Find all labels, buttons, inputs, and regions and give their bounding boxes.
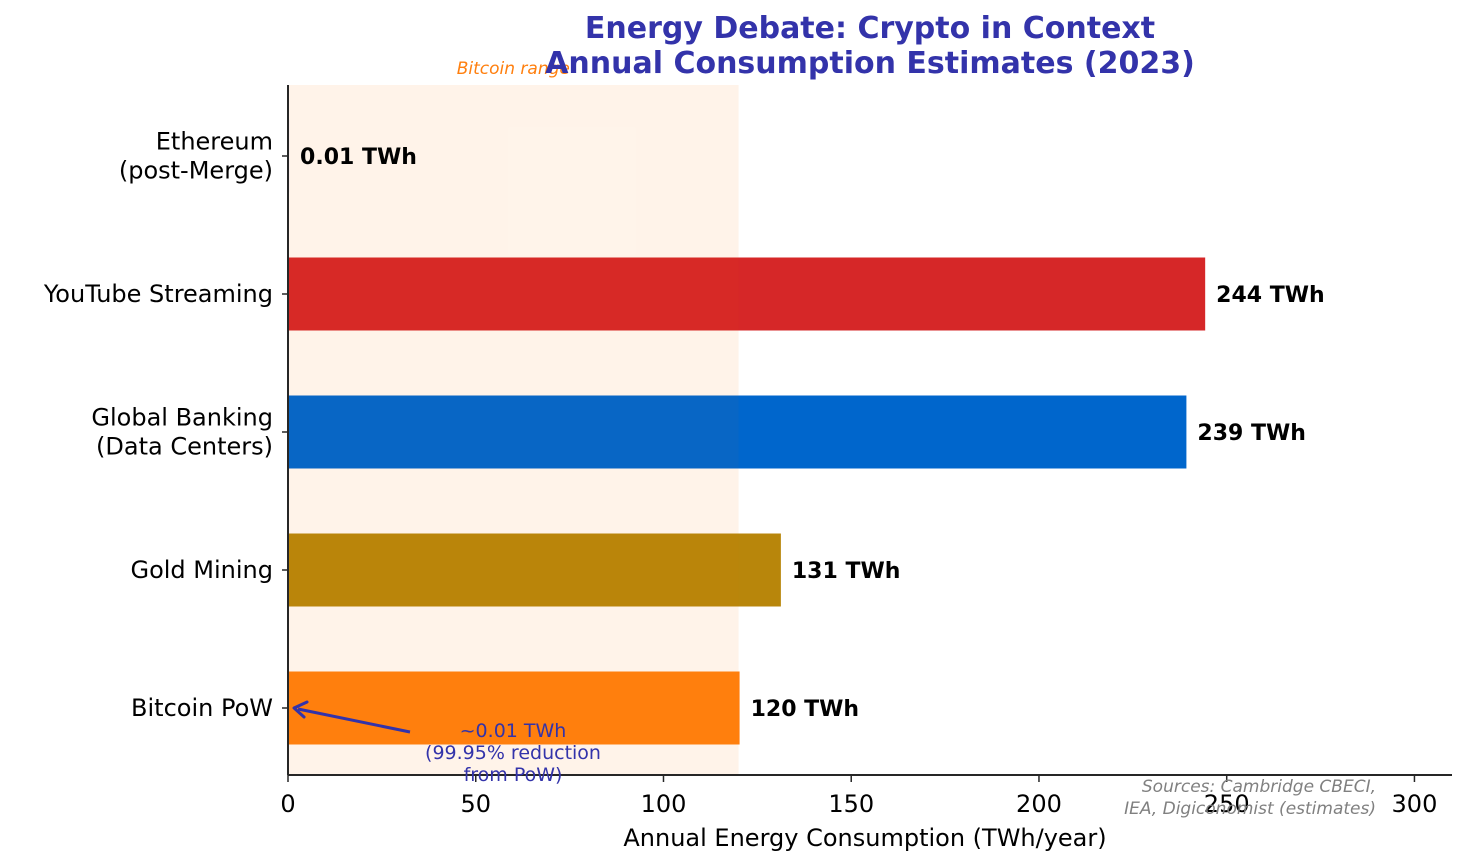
x-tick-label: 100 [641,790,687,818]
x-tick-label: 150 [828,790,874,818]
annotation-arrow-head [292,700,309,719]
y-tick-label: (Data Centers) [96,433,273,461]
bar-gold-mining [289,533,781,607]
value-label: 239 TWh [1197,421,1306,446]
source-note: Sources: Cambridge CBECI, [1142,777,1376,797]
source-note: IEA, Digiconomist (estimates) [1124,799,1376,819]
x-tick-label: 200 [1016,790,1062,818]
annotation-arrow-line [297,707,411,734]
value-label: 131 TWh [792,559,901,584]
bar-global-banking-data-centers [289,395,1187,469]
y-tick-label: Ethereum [156,128,273,156]
x-tick-label: 0 [280,790,295,818]
shaded-range-overlay [288,85,739,775]
value-label: 0.01 TWh [300,145,417,170]
x-axis-label: Annual Energy Consumption (TWh/year) [623,824,1106,852]
x-tick-label: 300 [1392,790,1438,818]
annotation-text: ~0.01 TWh [460,720,567,742]
bar-youtube-streaming [289,257,1206,331]
y-tick-label: Global Banking [91,404,273,432]
x-tick-label: 250 [1204,790,1250,818]
y-tick-label: Gold Mining [130,556,273,584]
chart-title: Energy Debate: Crypto in Context [585,11,1155,46]
shaded-range-label: Bitcoin range [457,59,570,79]
value-label: 244 TWh [1216,283,1325,308]
y-tick-label: YouTube Streaming [43,280,273,308]
annotation-text: from PoW) [464,764,563,786]
chart-title: Annual Consumption Estimates (2023) [545,46,1195,81]
y-tick-label: Bitcoin PoW [131,694,273,722]
y-tick-label: (post-Merge) [119,157,273,185]
annotation-text: (99.95% reduction [425,742,601,764]
x-tick-label: 50 [460,790,491,818]
bar-bitcoin-pow [289,671,740,745]
value-label: 120 TWh [751,697,860,722]
